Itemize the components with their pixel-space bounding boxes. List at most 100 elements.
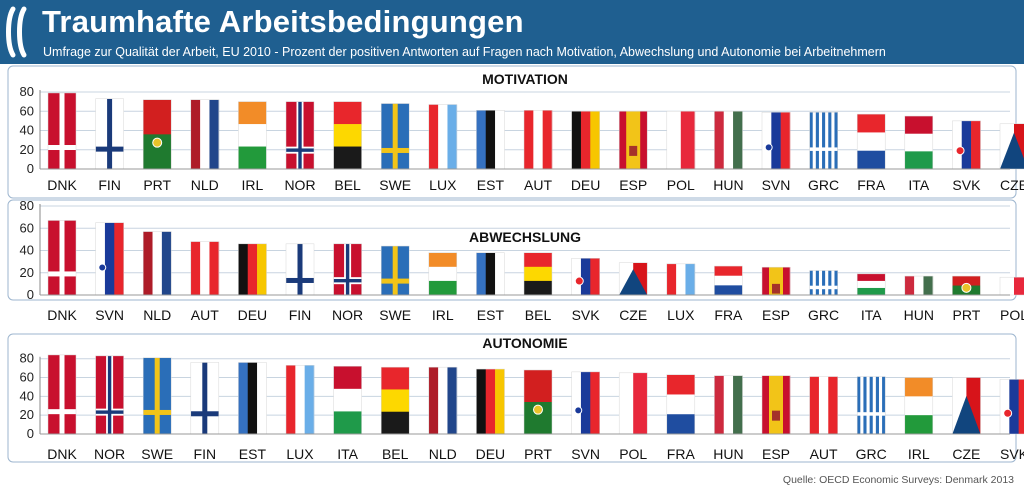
bar-fin [190,362,220,435]
x-tick-label: HUN [904,307,934,323]
bar-fin [285,243,315,296]
x-tick-label: NOR [332,307,363,323]
bar-svn [761,111,791,170]
oecd-logo-icon [6,6,27,58]
x-tick-label: DNK [47,446,77,462]
bar-swe [380,103,410,170]
bar-aut [190,241,220,296]
bar-est [476,252,505,296]
x-tick-label: FIN [194,446,217,462]
page-title: Traumhafte Arbeitsbedingungen [42,4,524,39]
y-tick-label: 20 [20,142,34,157]
bar-nor [95,355,124,435]
bar-fin [95,98,124,170]
bar-cze [952,377,981,435]
header-bar: Traumhafte Arbeitsbedingungen Umfrage zu… [0,0,1024,64]
x-tick-label: SVK [952,177,981,193]
x-tick-label: IRL [432,307,454,323]
y-tick-label: 0 [27,161,34,176]
bar-grc [809,111,838,170]
charts-area: 0 20 40 60 80 DNK FIN PRT NLD IRL NOR BEL SWE LUX EST A… [7,65,1024,463]
x-tick-label: LUX [286,446,314,462]
x-tick-label: SVK [1000,446,1024,462]
x-tick-label: HUN [713,177,743,193]
bar-fra [666,374,696,435]
bar-svk [999,379,1024,435]
x-tick-label: EST [239,446,267,462]
bar-deu [238,243,267,296]
y-tick-label: 40 [20,388,34,403]
x-tick-label: PRT [953,307,981,323]
bar-ita [856,273,886,296]
bar-svn [571,371,600,435]
x-tick-label: EST [477,177,505,193]
x-tick-label: ESP [762,446,790,462]
bar-irl [904,377,934,435]
bar-pol [618,372,648,435]
y-tick-label: 20 [20,407,34,422]
bar-prt [142,99,172,170]
x-tick-label: PRT [143,177,171,193]
bar-grc [856,376,886,435]
x-tick-label: FRA [857,177,886,193]
y-tick-label: 80 [20,351,34,366]
x-tick-label: CZE [1000,177,1024,193]
x-tick-label: BEL [382,446,409,462]
x-tick-label: IRL [908,446,930,462]
bar-nor [285,101,315,170]
source-note: Quelle: OECD Economic Surveys: Denmark 2… [782,474,1014,486]
x-tick-label: FRA [714,307,743,323]
page-subtitle: Umfrage zur Qualität der Arbeit, EU 2010… [43,45,886,59]
x-tick-label: DNK [47,307,77,323]
y-tick-label: 0 [27,426,34,441]
x-tick-label: AUT [524,177,552,193]
y-tick-label: 60 [20,220,34,235]
y-tick-label: 40 [20,123,34,138]
x-tick-label: ESP [619,177,647,193]
bar-swe [142,357,172,435]
x-tick-label: IRL [242,177,264,193]
bar-dnk [47,220,77,296]
bar-dnk [47,92,77,170]
bar-cze [999,123,1024,170]
bar-deu [571,111,600,170]
x-tick-label: NLD [143,307,171,323]
x-tick-label: NOR [284,177,315,193]
chart-title: MOTIVATION [482,71,568,87]
bar-irl [238,101,267,170]
y-tick-label: 80 [20,198,34,213]
bar-bel [523,252,553,296]
y-tick-label: 60 [20,370,34,385]
bar-pol [999,276,1024,296]
bar-prt [523,369,553,435]
x-tick-label: NLD [429,446,457,462]
x-tick-label: AUT [810,446,838,462]
chart-panel-autonomie: 0 20 40 60 80 DNK NOR SWE FIN EST LUX ITA BEL NLD DEU P… [7,333,1024,463]
x-tick-label: CZE [619,307,647,323]
bar-svk [952,120,981,170]
x-tick-label: SVK [572,307,601,323]
bar-pol [666,111,696,170]
bar-hun [714,111,743,170]
bar-bel [333,101,362,170]
x-tick-label: DNK [47,177,77,193]
bar-esp [761,266,791,296]
y-tick-label: 80 [20,84,34,99]
y-tick-label: 0 [27,287,34,302]
x-tick-label: HUN [713,446,743,462]
bar-lux [666,263,696,296]
y-tick-label: 20 [20,265,34,280]
bar-nor [333,243,362,296]
chart-panel-abwechslung: 0 20 40 60 80 DNK SVN NLD AUT DEU FIN NOR SWE IRL EST B… [7,198,1024,323]
bar-est [238,362,267,435]
bar-swe [380,245,410,296]
x-tick-label: BEL [334,177,361,193]
bar-aut [523,110,553,170]
bar-prt [952,275,981,296]
bar-bel [380,366,410,435]
bar-nld [142,231,172,296]
x-tick-label: SVN [762,177,791,193]
x-tick-label: POL [619,446,647,462]
x-tick-label: GRC [808,307,839,323]
x-tick-label: FRA [667,446,696,462]
